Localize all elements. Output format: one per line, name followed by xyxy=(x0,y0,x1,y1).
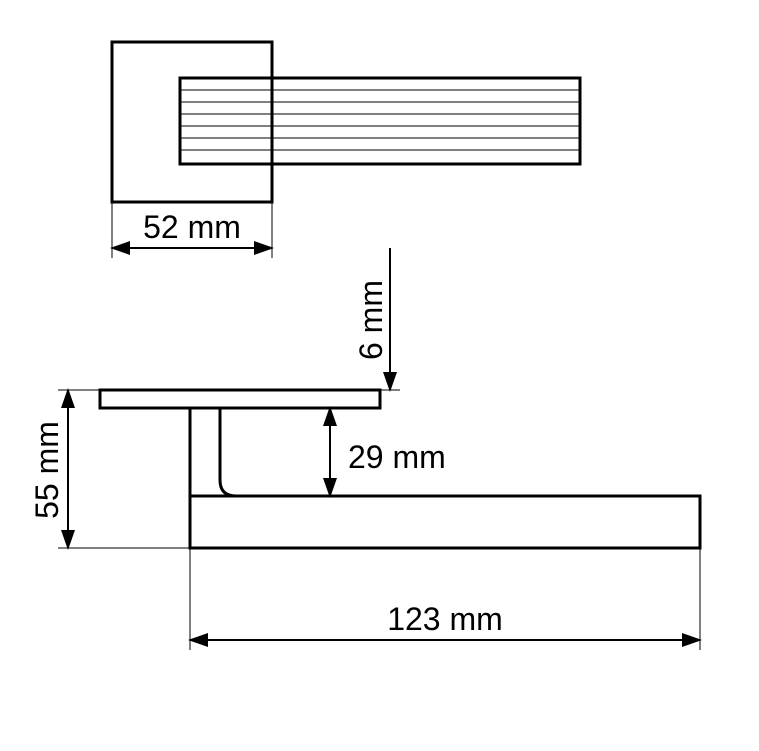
dim-52mm-label: 52 mm xyxy=(143,209,241,245)
dim-52mm: 52 mm xyxy=(112,202,272,258)
lever-side xyxy=(190,496,700,548)
top-view xyxy=(112,42,580,202)
dim-55mm: 55 mm xyxy=(29,390,190,548)
dim-29mm-label: 29 mm xyxy=(348,439,446,475)
dim-123mm-label: 123 mm xyxy=(387,601,503,637)
plate-side xyxy=(100,390,380,408)
lever-top xyxy=(180,78,580,164)
lever-grooves xyxy=(180,90,580,150)
dim-6mm: 6 mm xyxy=(353,248,400,390)
technical-drawing: 52 mm 6 mm 29 mm 55 mm 123 mm xyxy=(0,0,759,751)
dim-123mm: 123 mm xyxy=(190,548,700,650)
dim-55mm-label: 55 mm xyxy=(29,421,65,519)
dim-6mm-label: 6 mm xyxy=(353,280,389,360)
neck-side xyxy=(190,408,236,496)
dim-29mm: 29 mm xyxy=(220,408,446,496)
rose-plate xyxy=(112,42,272,202)
